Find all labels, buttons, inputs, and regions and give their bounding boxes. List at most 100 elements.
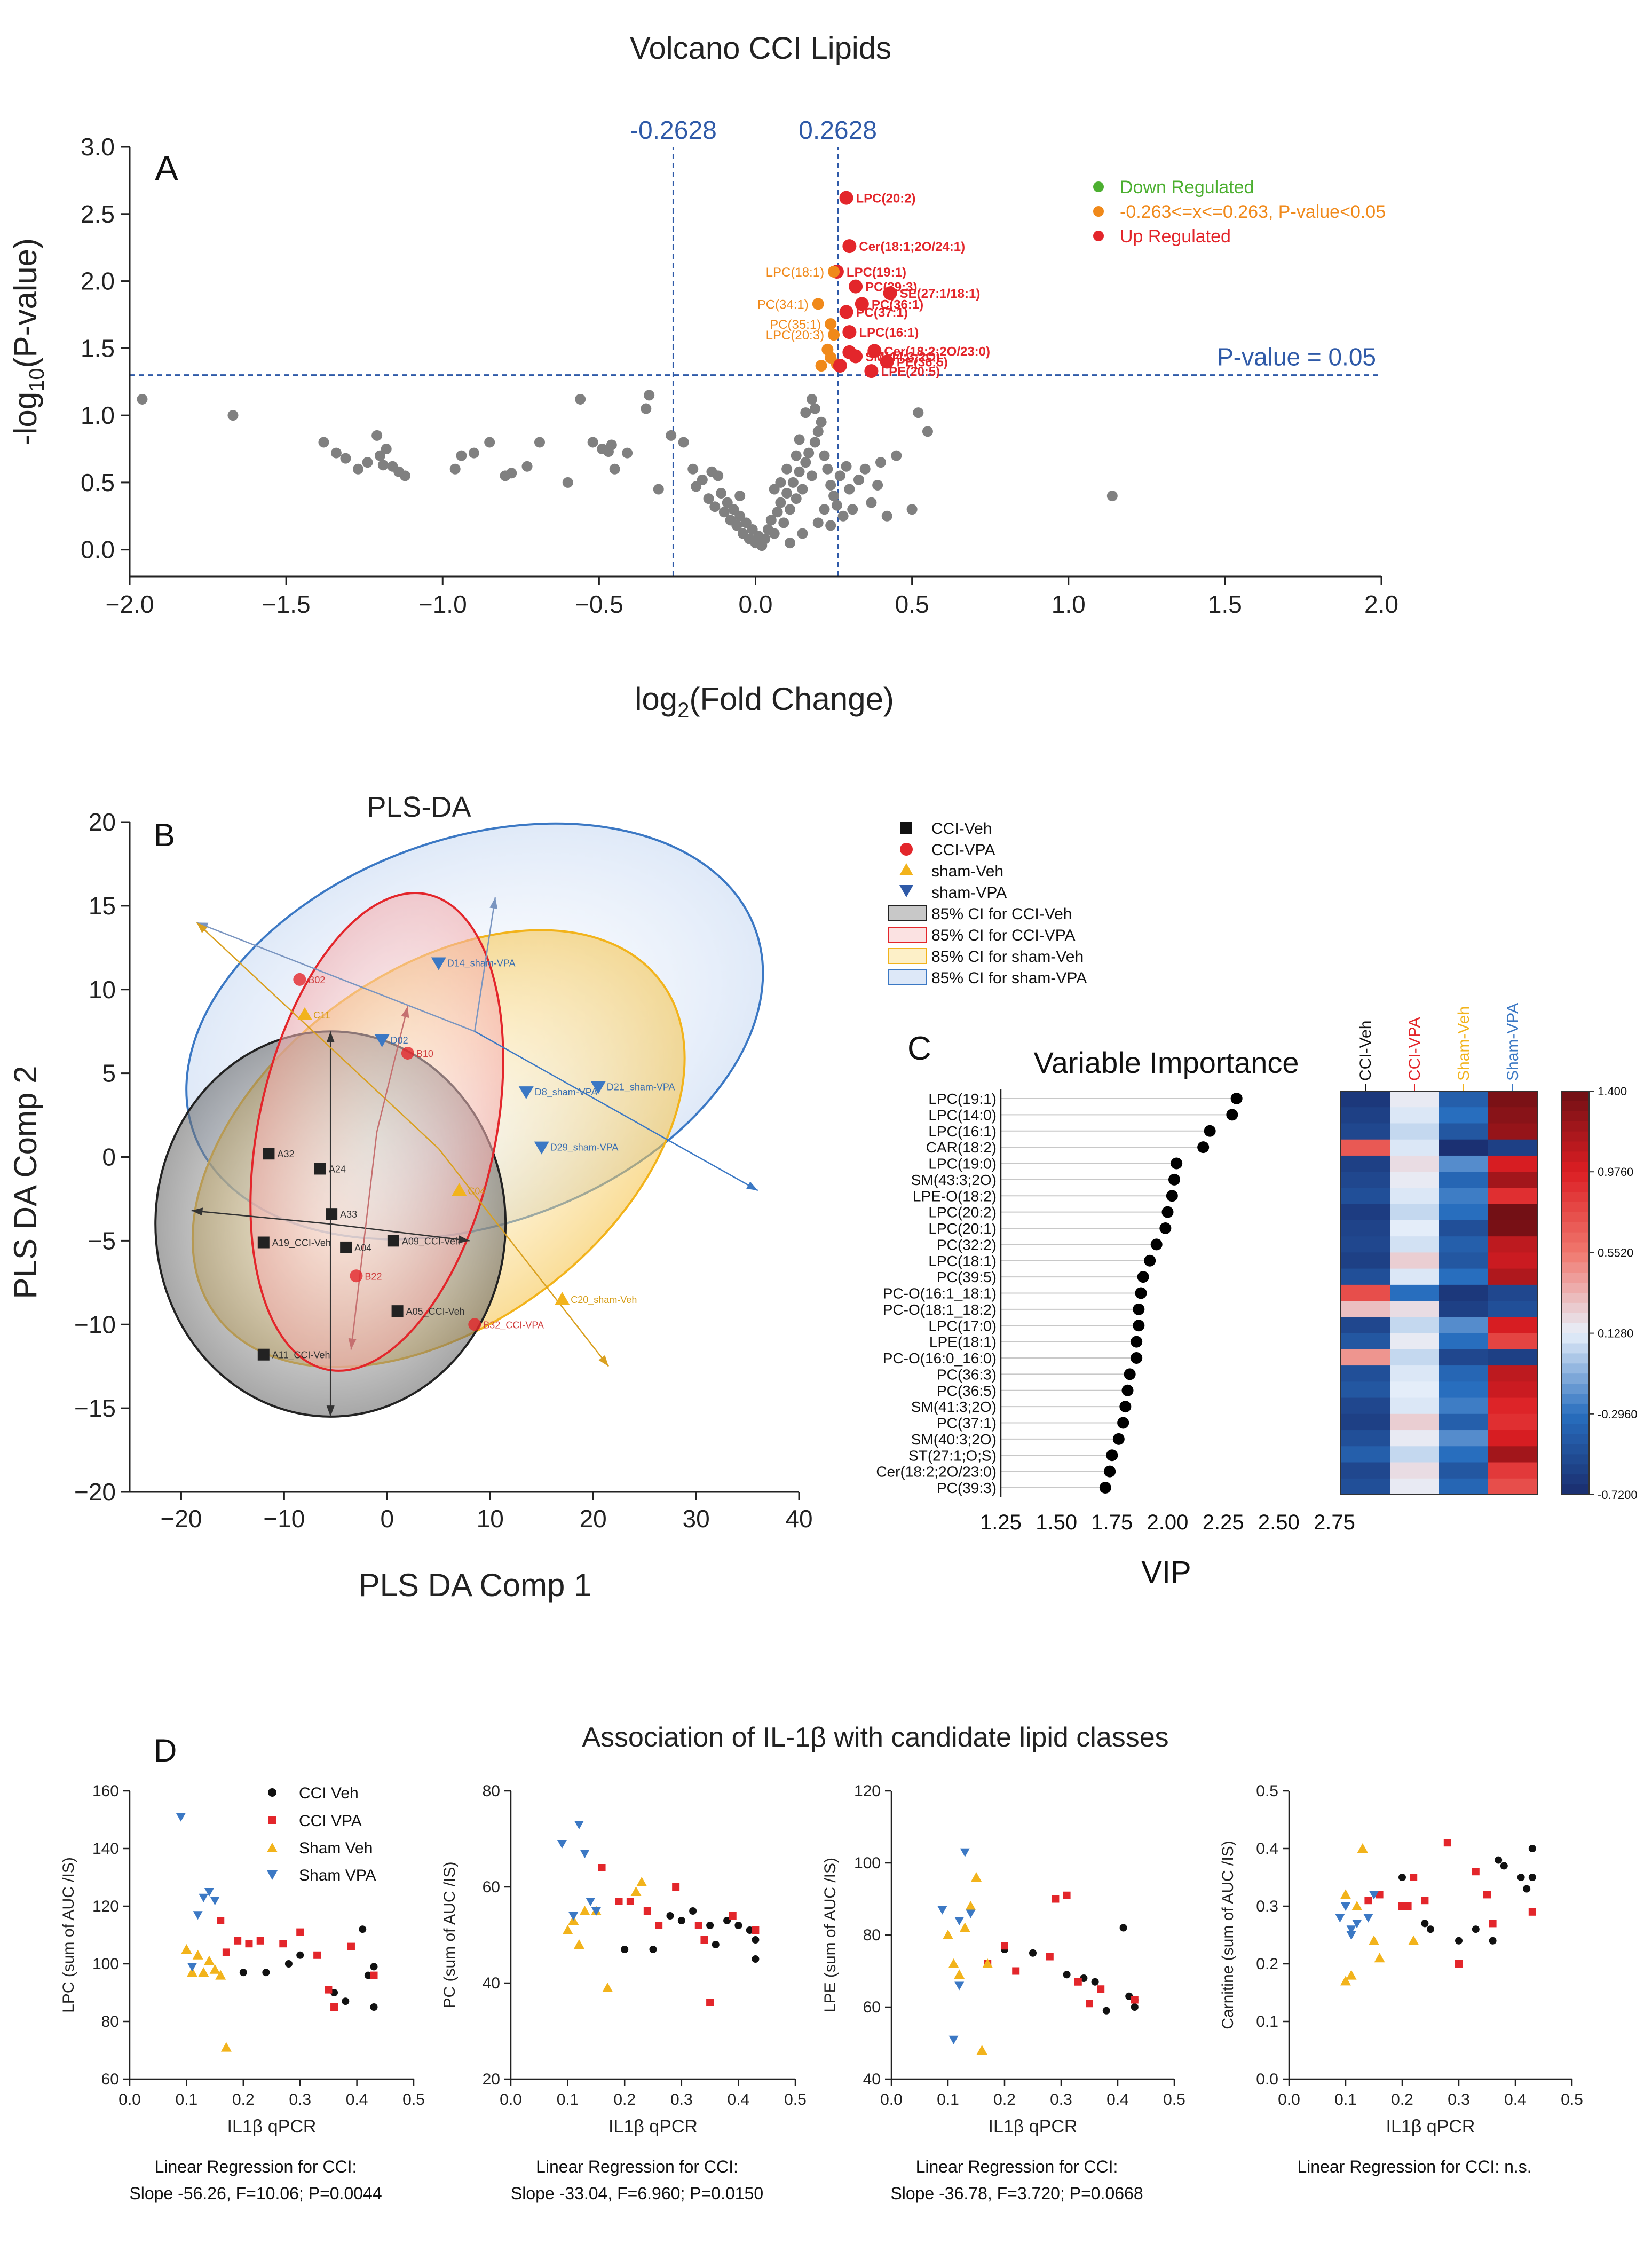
d-point-cci-vpa [694,1922,702,1929]
d-x-axis-label: IL1β qPCR [989,2116,1078,2137]
colorbar-segment [1561,1151,1589,1162]
heatmap-cell [1341,1478,1390,1495]
volcano-point-gray [844,484,855,495]
volcano-point-gray [709,501,721,512]
volcano-point-gray [791,450,802,461]
volcano-point-gray [775,497,786,508]
colorbar-border [1561,1091,1590,1495]
d-y-axis-label: Carnitine (sum of AUC /IS) [1219,1841,1237,2029]
heatmap-cell [1341,1172,1390,1188]
vip-point [1131,1336,1143,1348]
d-point-cci-vpa [279,1940,287,1948]
d-point-cci-veh [1063,1971,1071,1979]
d-x-tick-label: 0.4 [1504,2091,1527,2108]
d-point-cci-veh [262,1969,270,1977]
colorbar-segment [1561,1333,1589,1344]
d-point-sham-veh [209,1964,220,1974]
colorbar-segment [1561,1353,1589,1364]
d-point-sham-veh [203,1955,215,1965]
legend-ci-sham-vpa [888,969,927,985]
legend-ci-cci-vpa [888,927,927,943]
volcano-point-label: SM(44:3;2O) [865,350,940,364]
il1b-scatter-lpe: 0.0 0.1 0.2 0.3 0.4 0.5 40 60 80 100 120 IL1β qPCR L… [821,1782,1185,2203]
d-point-sham-vpa [574,1821,584,1829]
d-point-cci-vpa [1483,1891,1491,1899]
d-x-axis-label: IL1β qPCR [227,2116,317,2137]
volcano-point-gray [794,466,805,477]
volcano-point-gray [866,497,877,508]
volcano-y-tick-label: 1.5 [81,334,115,362]
heatmap-cell [1488,1397,1537,1415]
legend-label-ci-cci-vpa: 85% CI for CCI-VPA [931,927,1076,944]
volcano-significant-points: LPC(20:2) Cer(18:1;2O/24:1) LPC(19:1) LPC(1… [757,191,990,379]
heatmap-cell [1390,1268,1439,1285]
heatmap-cell [1488,1365,1537,1382]
colorbar-segment [1561,1343,1589,1354]
colorbar-segment [1561,1302,1589,1314]
vip-x-tick-label: 2.75 [1314,1511,1355,1534]
d-point-cci-veh [706,1922,714,1929]
d-point-cci-veh [370,2003,378,2011]
d-point-cci-vpa [217,1917,225,1924]
d-point-sham-vpa [204,1888,214,1897]
d-point-cci-vpa [1001,1942,1008,1950]
plsda-point-cci-veh [387,1235,399,1247]
volcano-point-gray [769,528,780,539]
volcano-point-gray [760,533,771,544]
heatmap-cell [1488,1107,1537,1124]
d-x-tick-label: 0.2 [232,2091,255,2108]
d-point-sham-veh [198,1967,209,1977]
volcano-point-gray [784,504,795,515]
plsda-vectors [191,897,758,1417]
d-point-cci-vpa [615,1898,623,1905]
volcano-point-gray [606,439,617,451]
volcano-point-red [883,286,897,301]
plsda-x-tick-label: 10 [477,1505,504,1533]
volcano-point-orange [815,360,827,372]
colorbar-segment [1561,1182,1589,1192]
heatmap-cell [1439,1091,1488,1108]
legend-swatch-mid [1093,206,1104,217]
plsda-point-label: D14_sham-VPA [447,958,516,969]
d-point-cci-vpa [1472,1868,1480,1876]
d-y-tick-label: 140 [92,1840,119,1858]
vip-category-label: LPE(18:1) [929,1334,997,1350]
d-y-tick-label: 60 [101,2071,119,2088]
vip-panel: C Variable Importance LPC(19:1)LPC(14:0)… [876,1003,1637,1590]
plsda-y-tick-label: 0 [102,1143,116,1171]
legend-up-label: Up Regulated [1120,226,1231,247]
d-point-cci-vpa [325,1986,333,1994]
plsda-point-label: C11 [313,1010,330,1021]
d-point-cci-veh [712,1941,720,1948]
heatmap-cell [1439,1139,1488,1156]
plsda-vector-arrowhead [489,897,498,909]
legend-marker-cci-veh [900,822,912,834]
volcano-point-orange [828,265,840,278]
heatmap-cell [1488,1446,1537,1463]
heatmap-cell [1341,1107,1390,1124]
vip-category-label: SM(41:3;2O) [911,1399,997,1415]
volcano-legend: Down Regulated -0.263<=x<=0.263, P-value… [1093,177,1386,247]
plsda-vector-arrowhead [458,1235,470,1244]
plsda-x-tick-label: −20 [160,1505,202,1533]
heatmap-cell [1390,1107,1439,1124]
d-point-cci-veh [1500,1862,1508,1870]
heatmap-cell [1488,1381,1537,1399]
plsda-point-label: C20_sham-Veh [571,1294,637,1306]
d-point-cci-vpa [1410,1874,1418,1881]
heatmap-cell [1488,1317,1537,1334]
d-legend-marker-sham-veh [267,1843,278,1852]
plsda-point-label: D29_sham-VPA [550,1142,619,1154]
plsda-y-tick-label: −10 [74,1310,116,1338]
volcano-point-gray [666,430,677,441]
d-point-cci-veh [1455,1937,1463,1945]
colorbar-segment [1561,1172,1589,1182]
d-point-sham-veh [220,2042,232,2052]
d-point-cci-vpa [1046,1953,1054,1961]
d-point-cci-veh [734,1922,742,1929]
vip-point [1161,1206,1174,1218]
volcano-point-gray [687,463,699,475]
legend-ci-sham-veh [888,948,927,964]
vip-x-tick-label: 1.50 [1036,1511,1077,1534]
